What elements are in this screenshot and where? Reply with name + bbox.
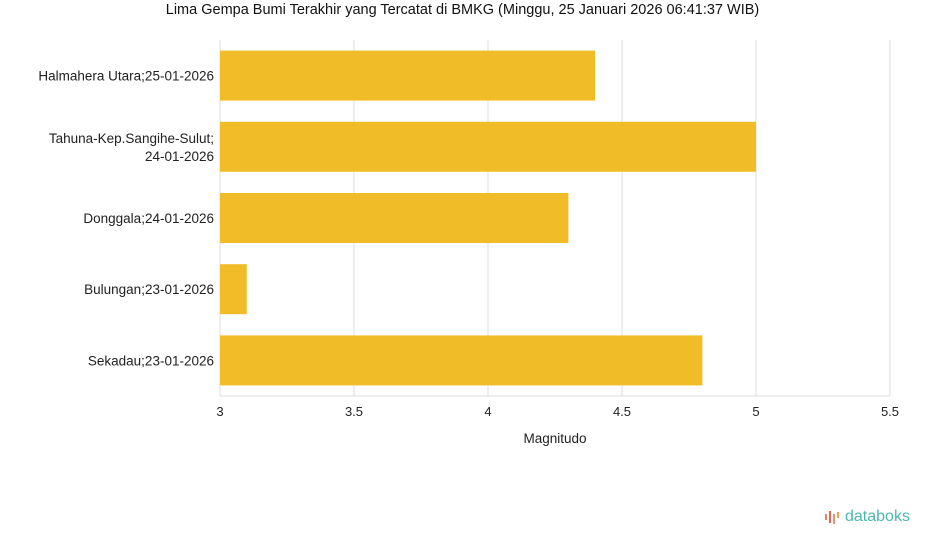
x-tick-label: 5 xyxy=(752,404,759,419)
databoks-logo: databoks xyxy=(824,508,910,526)
bar xyxy=(220,335,703,386)
y-category-label: 24-01-2026 xyxy=(145,149,214,164)
y-category-label: Sekadau;23-01-2026 xyxy=(88,353,214,368)
databoks-logo-icon xyxy=(825,511,839,524)
y-category-label: Tahuna-Kep.Sangihe-Sulut; xyxy=(49,131,214,146)
y-category-label: Donggala;24-01-2026 xyxy=(83,211,214,226)
bar xyxy=(220,50,596,101)
x-tick-label: 5.5 xyxy=(881,404,899,419)
x-tick-label: 4 xyxy=(484,404,491,419)
bar xyxy=(220,121,756,172)
bar xyxy=(220,264,247,315)
x-tick-label: 3.5 xyxy=(345,404,363,419)
x-tick-label: 4.5 xyxy=(613,404,631,419)
chart-title: Lima Gempa Bumi Terakhir yang Tercatat d… xyxy=(165,2,760,18)
y-category-label: Halmahera Utara;25-01-2026 xyxy=(38,69,214,84)
y-category-label: Bulungan;23-01-2026 xyxy=(84,282,214,297)
x-tick-label: 3 xyxy=(216,404,223,419)
bar xyxy=(220,193,569,243)
brand-name: databoks xyxy=(845,508,910,525)
x-axis-label: Magnitudo xyxy=(523,431,586,446)
